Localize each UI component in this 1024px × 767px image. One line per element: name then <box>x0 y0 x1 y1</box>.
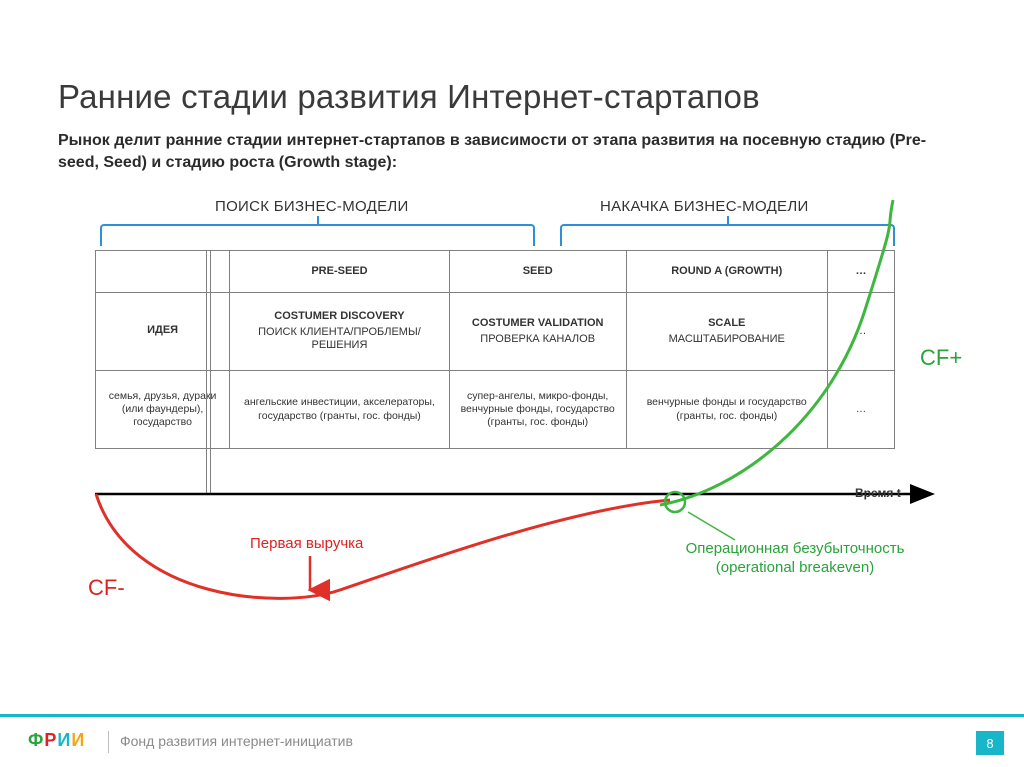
cell: … <box>827 371 894 449</box>
label-first-revenue: Первая выручка <box>250 535 363 552</box>
cell: венчурные фонды и государство (гранты, г… <box>626 371 827 449</box>
breakeven-pointer <box>688 512 735 540</box>
cell: SEED <box>449 251 626 293</box>
cell: супер-ангелы, микро-фонды, венчурные фон… <box>449 371 626 449</box>
cell: … <box>827 293 894 371</box>
page-number: 8 <box>976 731 1004 755</box>
label-cf-plus: CF+ <box>920 345 962 371</box>
cell: SCALEМАСШТАБИРОВАНИЕ <box>626 293 827 371</box>
group-label-1: ПОИСК БИЗНЕС-МОДЕЛИ <box>215 198 409 215</box>
bracket-2 <box>560 224 895 246</box>
table-row: PRE-SEED SEED ROUND A (GROWTH) … <box>96 251 895 293</box>
bracket-1 <box>100 224 535 246</box>
breakeven-marker <box>665 492 685 512</box>
slide-title: Ранние стадии развития Интернет-стартапо… <box>58 78 760 116</box>
cell: ангельские инвестиции, акселераторы, гос… <box>230 371 450 449</box>
cell: ROUND A (GROWTH) <box>626 251 827 293</box>
table-row: ИДЕЯ COSTUMER DISCOVERYПОИСК КЛИЕНТА/ПРО… <box>96 293 895 371</box>
table-divider <box>210 250 211 494</box>
slide-root: Ранние стадии развития Интернет-стартапо… <box>0 0 1024 767</box>
table-divider <box>206 250 207 494</box>
label-breakeven: Операционная безубыточность (operational… <box>680 540 910 578</box>
label-time-axis: Время t <box>855 486 901 500</box>
footer-text: Фонд развития интернет-инициатив <box>120 733 353 749</box>
footer-divider <box>0 714 1024 717</box>
footer-logo: ФРИИ <box>28 730 85 751</box>
stages-table: PRE-SEED SEED ROUND A (GROWTH) … ИДЕЯ CO… <box>95 250 895 449</box>
slide-subtitle: Рынок делит ранние стадии интернет-старт… <box>58 130 964 173</box>
label-cf-minus: CF- <box>88 575 125 601</box>
cell: PRE-SEED <box>230 251 450 293</box>
footer-sep <box>108 731 109 753</box>
cell: COSTUMER DISCOVERYПОИСК КЛИЕНТА/ПРОБЛЕМЫ… <box>230 293 450 371</box>
cf-minus-curve <box>96 494 670 598</box>
group-label-2: НАКАЧКА БИЗНЕС-МОДЕЛИ <box>600 198 809 215</box>
table-row: семья, друзья, дураки (или фаундеры), го… <box>96 371 895 449</box>
cell: … <box>827 251 894 293</box>
cell: COSTUMER VALIDATIONПРОВЕРКА КАНАЛОВ <box>449 293 626 371</box>
